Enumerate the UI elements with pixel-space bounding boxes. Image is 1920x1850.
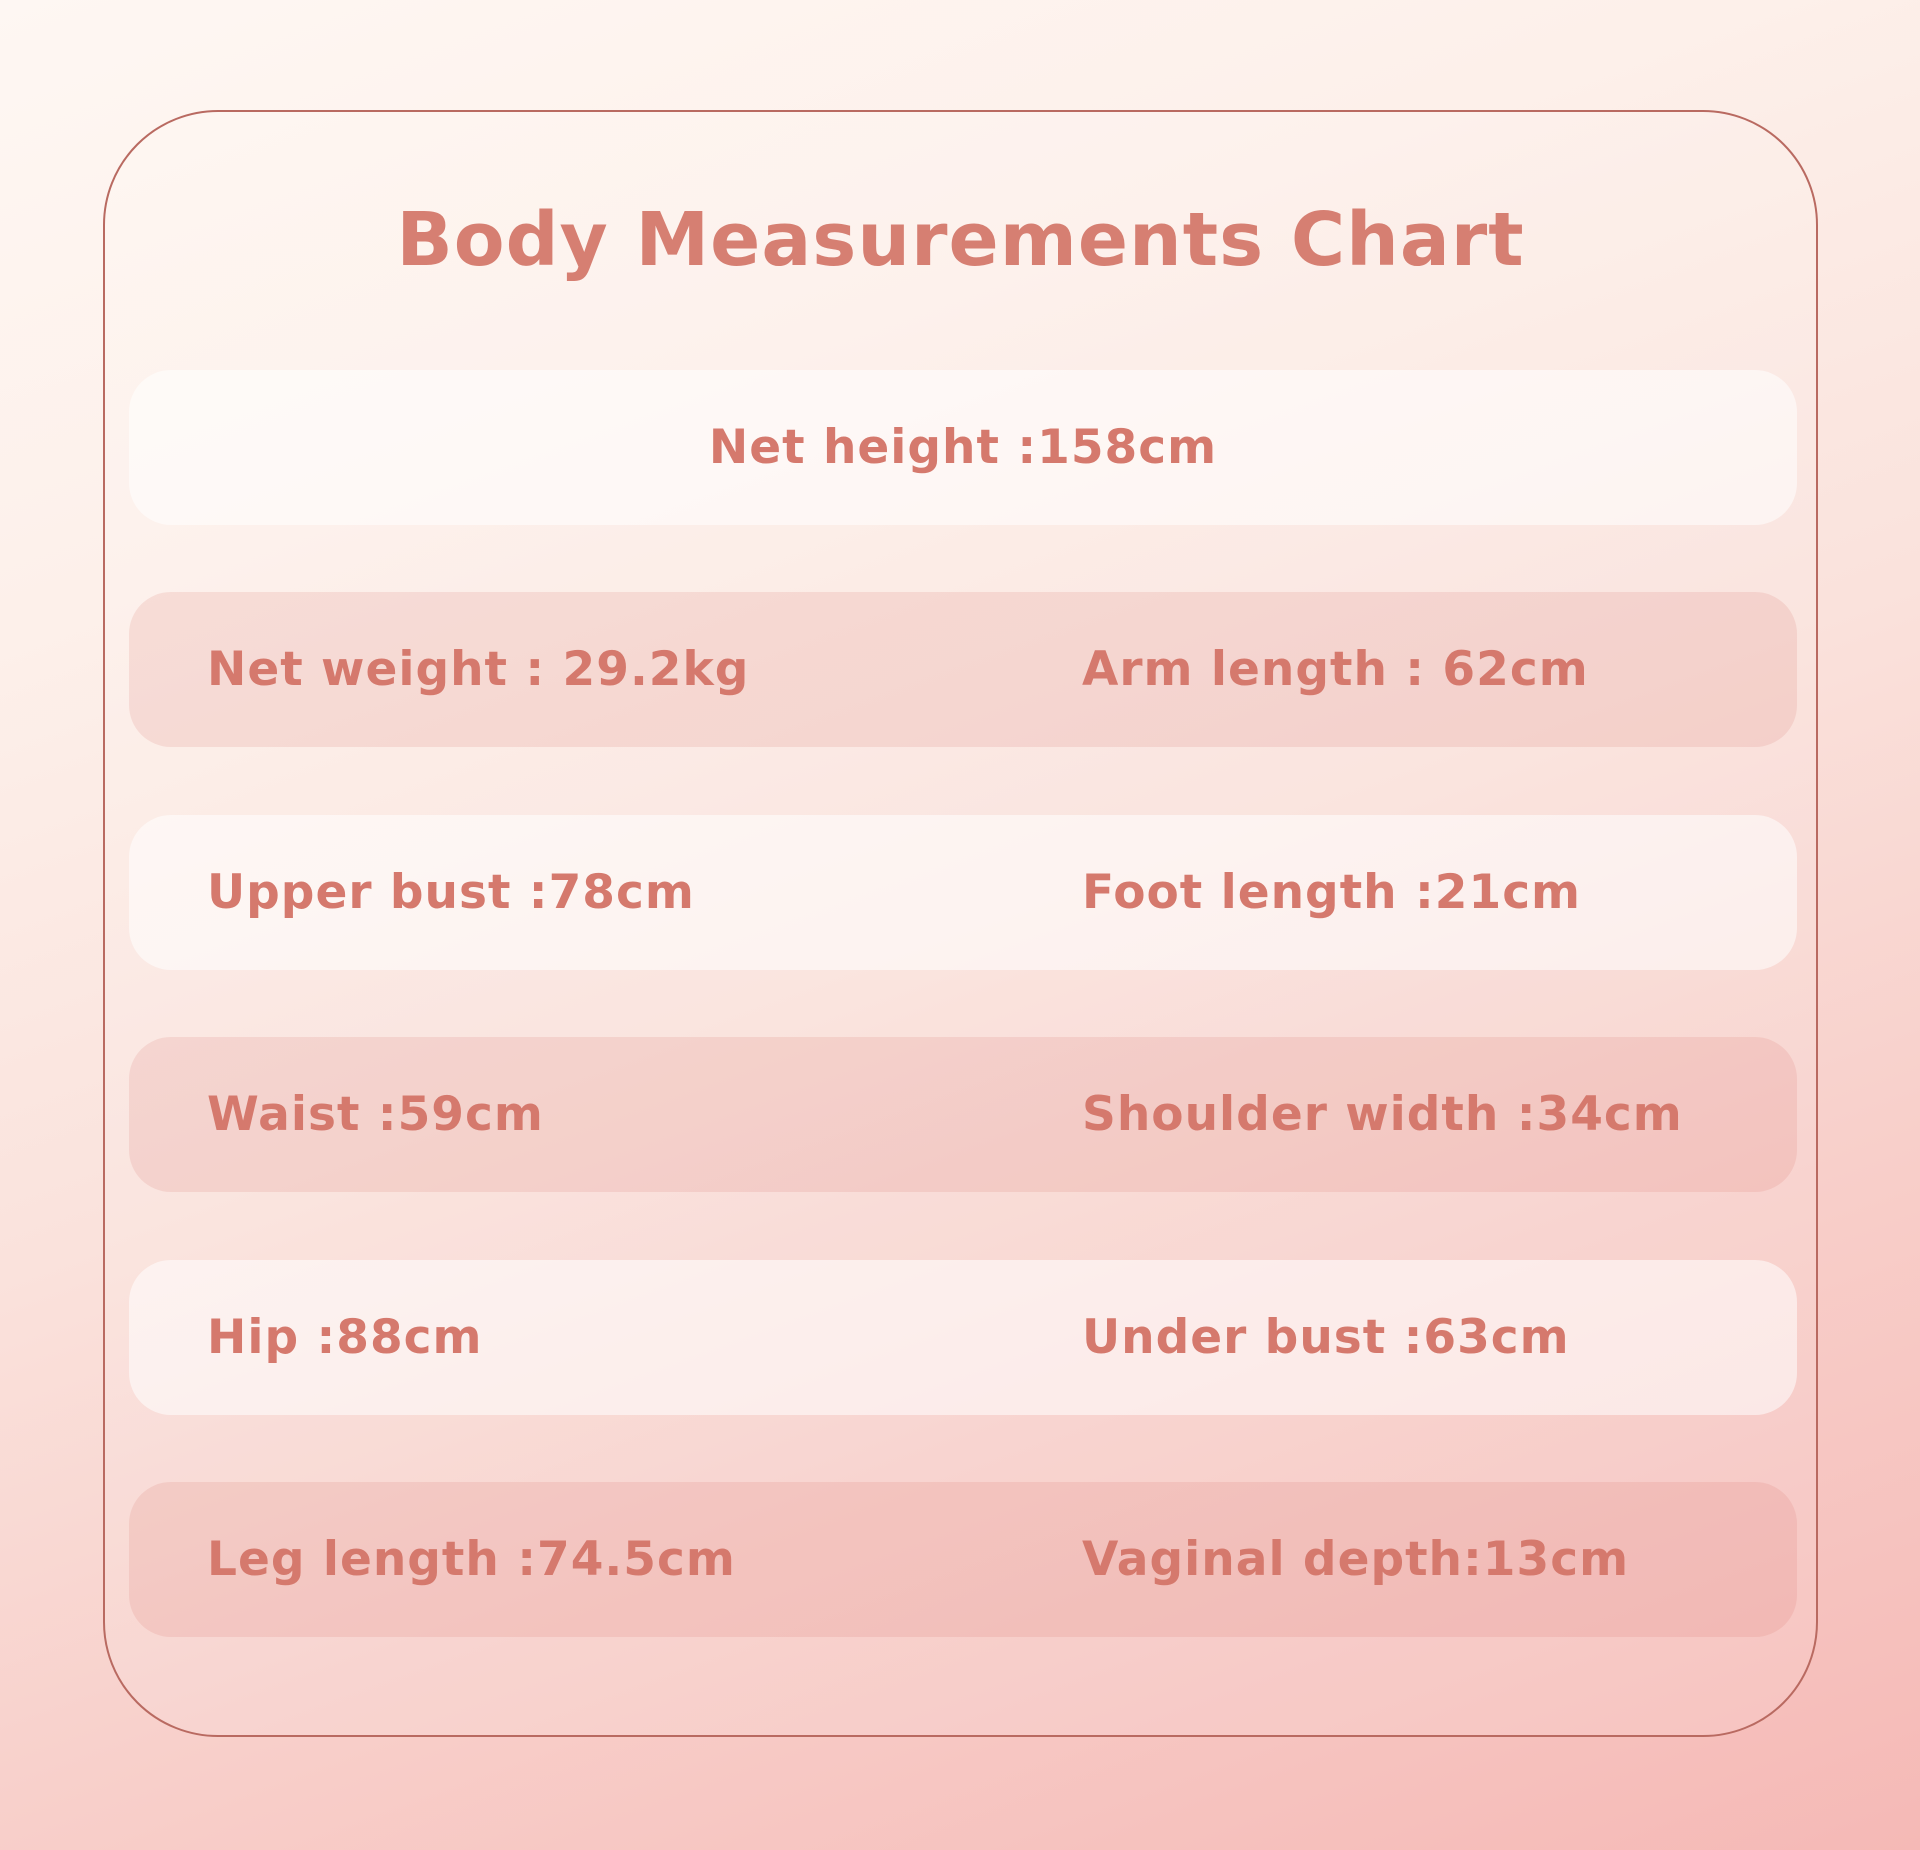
page-title: Body Measurements Chart [396,197,1525,283]
measurement-vaginal-depth: Vaginal depth:13cm [1082,1532,1630,1587]
measurement-arm-length: Arm length : 62cm [1082,642,1589,697]
row-weight-arm: Net weight : 29.2kg Arm length : 62cm [129,592,1797,747]
measurement-net-height: Net height :158cm [708,420,1218,475]
measurement-under-bust: Under bust :63cm [1082,1310,1570,1365]
measurement-shoulder-width: Shoulder width :34cm [1082,1087,1683,1142]
row-net-height: Net height :158cm [129,370,1797,525]
measurement-waist: Waist :59cm [207,1087,544,1142]
row-leg-depth: Leg length :74.5cm Vaginal depth:13cm [129,1482,1797,1637]
measurement-foot-length: Foot length :21cm [1082,865,1582,920]
measurement-upper-bust: Upper bust :78cm [207,865,695,920]
row-waist-shoulder: Waist :59cm Shoulder width :34cm [129,1037,1797,1192]
measurement-net-weight: Net weight : 29.2kg [207,642,750,697]
row-bust-foot: Upper bust :78cm Foot length :21cm [129,815,1797,970]
row-hip-underbust: Hip :88cm Under bust :63cm [129,1260,1797,1415]
measurement-hip: Hip :88cm [207,1310,483,1365]
measurements-card: Body Measurements Chart Net height :158c… [103,110,1818,1737]
measurement-leg-length: Leg length :74.5cm [207,1532,736,1587]
